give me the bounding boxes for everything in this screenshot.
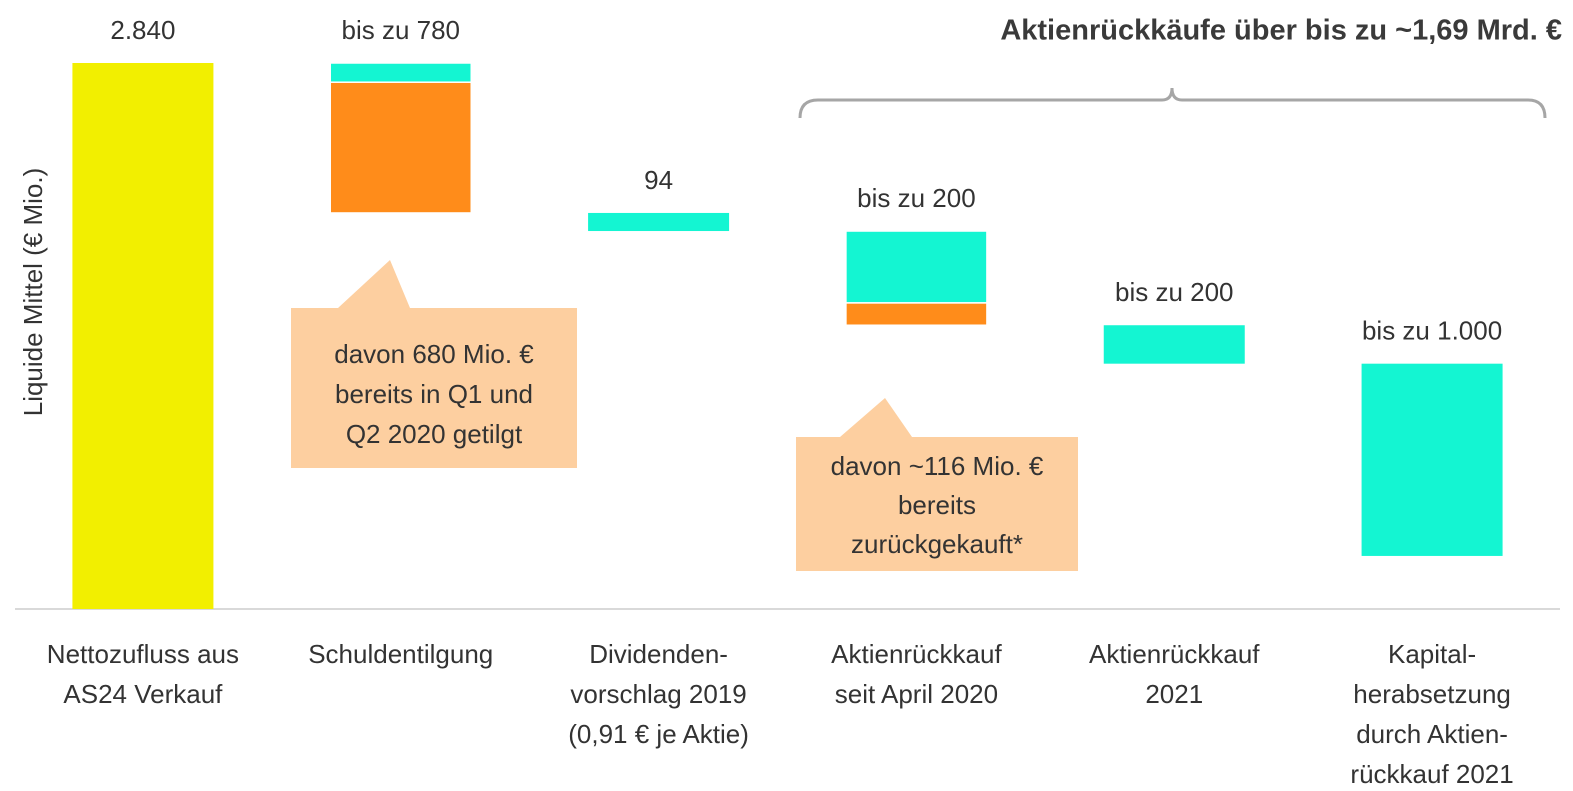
bar-segment xyxy=(329,62,472,83)
x-tick-label: seit April 2020 xyxy=(835,679,998,709)
x-tick-label: AS24 Verkauf xyxy=(63,679,223,709)
annotation: davon 680 Mio. € xyxy=(334,339,534,369)
x-tick-label: 2021 xyxy=(1145,679,1203,709)
bar-segment xyxy=(1361,363,1503,556)
callout xyxy=(796,398,1078,571)
annotation: Q2 2020 getilgt xyxy=(346,419,523,449)
x-tick-label: vorschlag 2019 xyxy=(570,679,746,709)
value-label: bis zu 200 xyxy=(857,183,976,213)
x-tick-label: Kapital- xyxy=(1388,639,1476,669)
annotation: davon ~116 Mio. € xyxy=(831,451,1044,481)
bar-segment xyxy=(588,212,730,232)
x-tick-label: rückkauf 2021 xyxy=(1350,759,1513,789)
bar-segment xyxy=(1103,325,1245,364)
value-label: bis zu 1.000 xyxy=(1362,316,1502,346)
annotation: zurückgekauft* xyxy=(851,529,1023,559)
x-tick-label: Nettozufluss aus xyxy=(47,639,239,669)
x-tick-label: Dividenden- xyxy=(589,639,728,669)
annotation: bereits xyxy=(898,490,976,520)
value-label: 2.840 xyxy=(110,15,175,45)
bar-segment xyxy=(72,63,214,609)
x-tick-label: (0,91 € je Aktie) xyxy=(568,719,749,749)
value-label: bis zu 780 xyxy=(341,15,460,45)
annotation: bereits in Q1 und xyxy=(335,379,533,409)
y-axis-label: Liquide Mittel (€ Mio.) xyxy=(18,168,48,417)
bar-segment xyxy=(845,230,988,304)
bracket xyxy=(798,87,1547,119)
bar-segment xyxy=(329,81,472,214)
x-tick-label: Schuldentilgung xyxy=(308,639,493,669)
callout xyxy=(291,260,577,468)
x-tick-label: Aktienrückkauf xyxy=(831,639,1002,669)
bar-segment xyxy=(845,302,988,326)
chart-title: Aktienrückkäufe über bis zu ~1,69 Mrd. € xyxy=(1000,15,1562,47)
x-tick-label: durch Aktien- xyxy=(1356,719,1508,749)
x-tick-label: herabsetzung xyxy=(1353,679,1511,709)
x-tick-label: Aktienrückkauf xyxy=(1089,639,1260,669)
value-label: bis zu 200 xyxy=(1115,277,1234,307)
value-label: 94 xyxy=(644,165,673,195)
